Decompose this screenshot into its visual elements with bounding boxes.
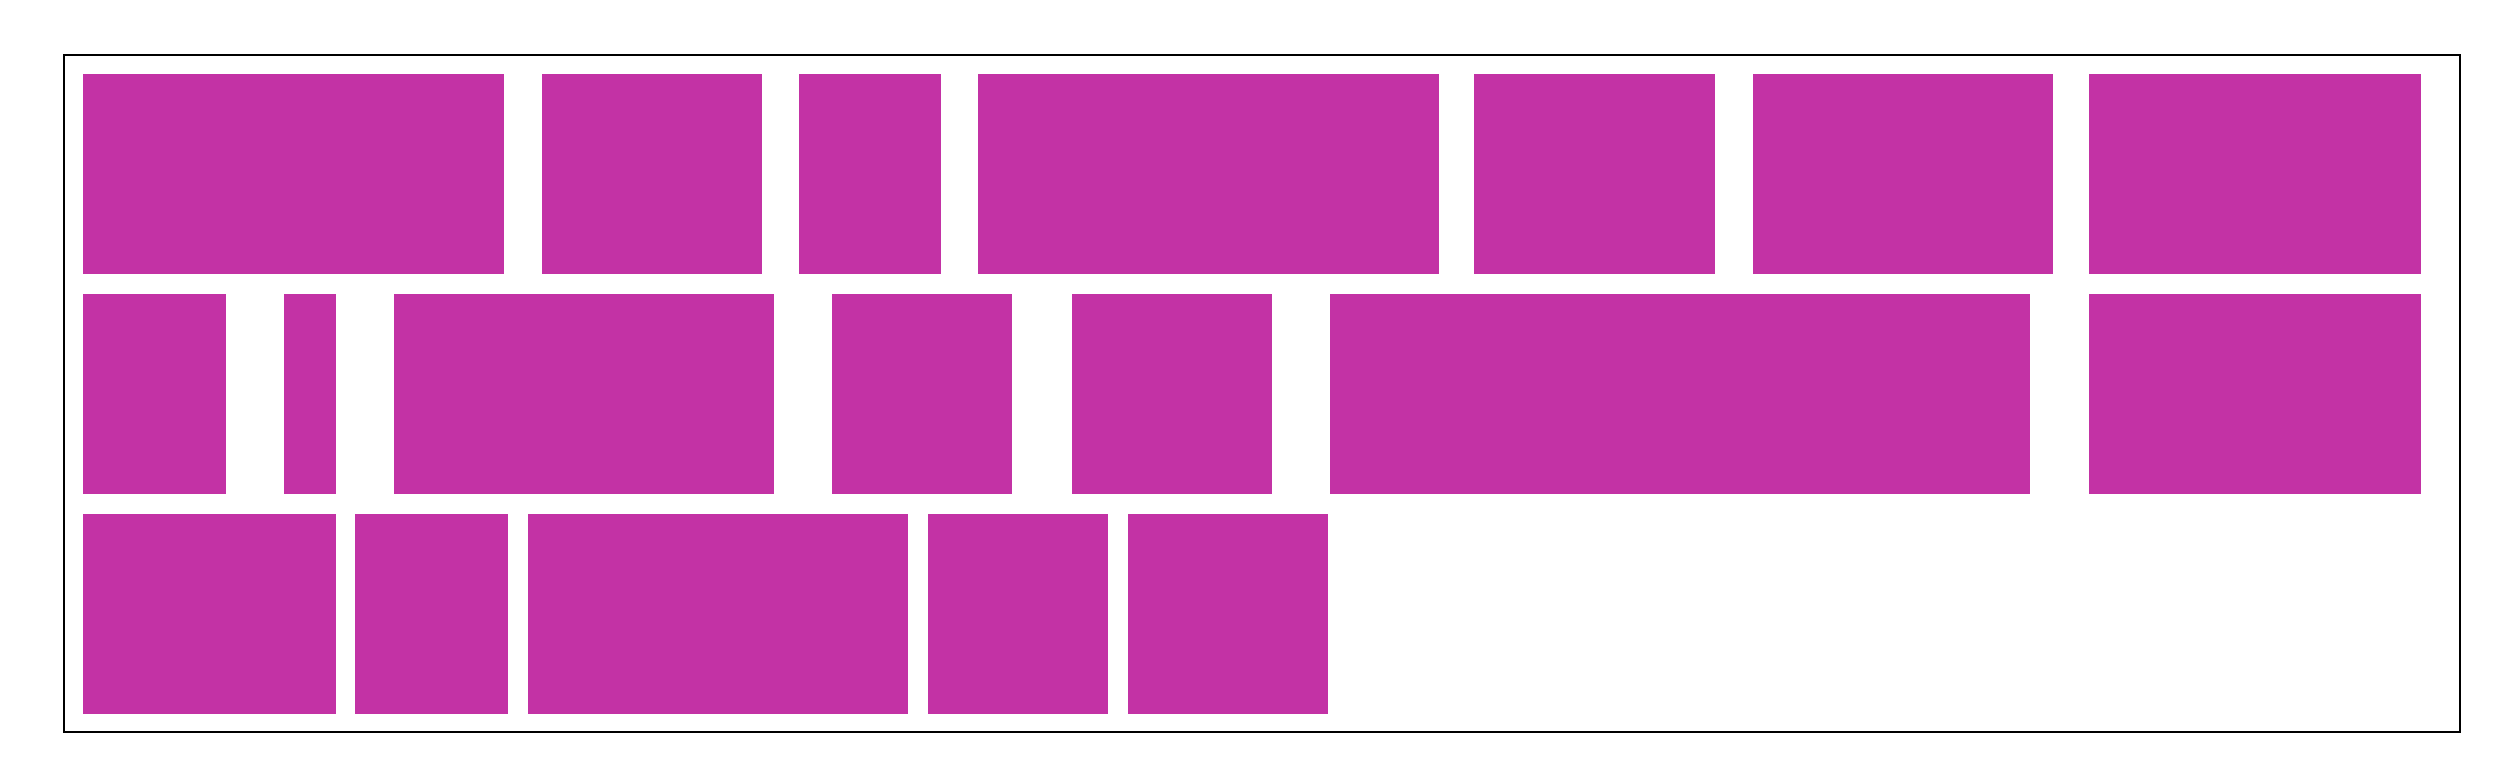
box [2089,74,2421,274]
box-row-3 [65,514,2459,714]
box-row-2 [65,294,2459,494]
box [2089,294,2421,494]
box [928,514,1108,714]
box [1072,294,1272,494]
box [394,294,774,494]
box-row-1 [65,74,2459,274]
box [1330,294,2030,494]
box [1753,74,2053,274]
box [832,294,1012,494]
box [83,294,226,494]
box [1128,514,1328,714]
box [542,74,762,274]
box [1474,74,1715,274]
box [83,74,504,274]
box [799,74,941,274]
box [355,514,508,714]
box [978,74,1439,274]
diagram-frame [63,54,2461,733]
box [83,514,336,714]
box [528,514,908,714]
box [284,294,336,494]
